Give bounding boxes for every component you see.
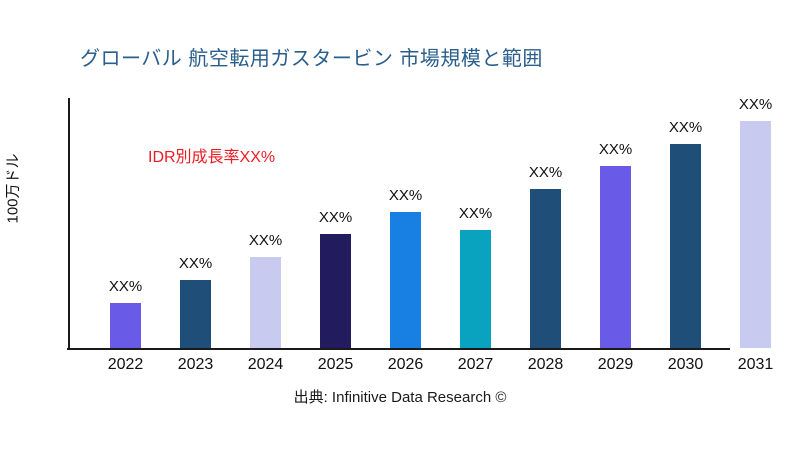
x-axis-line bbox=[67, 348, 730, 350]
bar-value-label-2028: XX% bbox=[528, 164, 563, 181]
bar-2023 bbox=[180, 280, 211, 348]
bar-value-label-2029: XX% bbox=[598, 141, 633, 158]
bar-value-label-2026: XX% bbox=[388, 187, 423, 204]
bar-2029 bbox=[600, 166, 631, 348]
bar-value-label-2024: XX% bbox=[248, 232, 283, 249]
bar-2024 bbox=[250, 257, 281, 348]
x-tick-label-2026: 2026 bbox=[387, 356, 424, 373]
growth-rate-annotation: IDR別成長率XX% bbox=[148, 149, 276, 166]
x-tick-label-2023: 2023 bbox=[177, 356, 214, 373]
bar-value-label-2031: XX% bbox=[738, 96, 773, 113]
x-tick-label-2028: 2028 bbox=[527, 356, 564, 373]
bar-2031 bbox=[740, 121, 771, 348]
bar-2025 bbox=[320, 234, 351, 348]
bar-2030 bbox=[670, 144, 701, 348]
bar-value-label-2030: XX% bbox=[668, 119, 703, 136]
bar-value-label-2025: XX% bbox=[318, 209, 353, 226]
bar-value-label-2022: XX% bbox=[108, 278, 143, 295]
x-tick-label-2030: 2030 bbox=[667, 356, 704, 373]
bar-2022 bbox=[110, 303, 141, 348]
bar-2027 bbox=[460, 230, 491, 348]
x-tick-label-2027: 2027 bbox=[457, 356, 494, 373]
bar-2028 bbox=[530, 189, 561, 348]
y-axis-label: 100万ドル bbox=[4, 153, 22, 224]
source-attribution: 出典: Infinitive Data Research © bbox=[293, 389, 507, 406]
x-tick-label-2031: 2031 bbox=[737, 356, 774, 373]
bar-value-label-2027: XX% bbox=[458, 205, 493, 222]
x-tick-label-2029: 2029 bbox=[597, 356, 634, 373]
bar-value-label-2023: XX% bbox=[178, 255, 213, 272]
x-tick-label-2025: 2025 bbox=[317, 356, 354, 373]
chart-title: グローバル 航空転用ガスタービン 市場規模と範囲 bbox=[80, 48, 543, 70]
y-axis-line bbox=[68, 98, 70, 350]
x-tick-label-2024: 2024 bbox=[247, 356, 284, 373]
x-tick-label-2022: 2022 bbox=[107, 356, 144, 373]
bar-2026 bbox=[390, 212, 421, 348]
